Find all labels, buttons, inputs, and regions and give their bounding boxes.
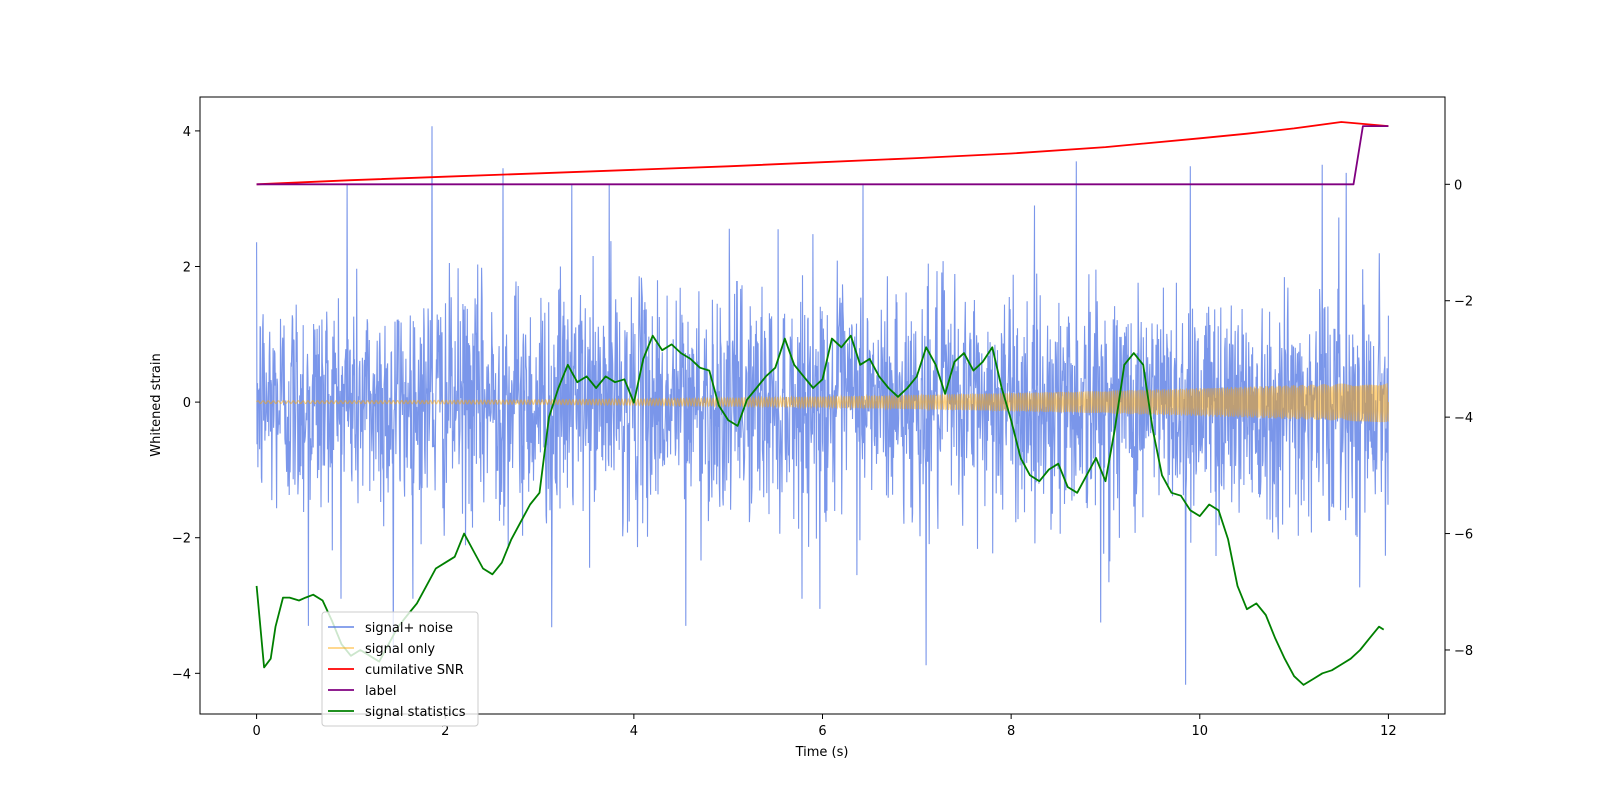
x-tick-label: 6 [818,724,826,739]
series-signal-noise [256,126,1389,685]
legend-entry-signal-noise: signal+ noise [365,621,453,636]
series-layer [255,121,1389,686]
legend-box [321,611,479,727]
y-left-tick-label: 4 [183,125,191,140]
y-right-tick-label: −2 [1454,295,1473,310]
y-right-tick-label: −4 [1454,411,1473,426]
y-right-tick-label: −8 [1454,644,1473,659]
y-left-tick-label: 2 [183,261,191,276]
x-tick-label: 0 [252,724,260,739]
series-signal-only [256,383,1389,423]
x-tick-label: 4 [630,724,638,739]
x-tick-label: 12 [1380,724,1397,739]
y-axis-left: −4 −2 0 2 4 [172,125,200,682]
x-axis-label: Time (s) [795,745,849,760]
y-right-tick-label: −6 [1454,528,1473,543]
series-cumilative-snr [256,121,1389,186]
x-tick-label: 10 [1191,724,1208,739]
legend-entry-signal-only: signal only [365,642,435,657]
x-tick-label: 2 [441,724,449,739]
legend-entry-label: label [365,684,396,699]
y-axis-right: −8 −6 −4 −2 0 [1445,178,1473,659]
legend-entry-signal-statistics: signal statistics [365,705,466,720]
y-left-tick-label: −2 [172,532,191,547]
y-right-tick-label: 0 [1454,178,1462,193]
legend: signal+ noise signal only cumilative SNR la… [321,611,479,727]
y-axis-label: Whitened strain [149,353,164,456]
legend-entry-cumilative-snr: cumilative SNR [365,663,464,678]
series-signal-statistics [255,334,1385,686]
x-tick-label: 8 [1007,724,1015,739]
y-left-tick-label: 0 [183,396,191,411]
series-label [256,125,1389,186]
y-left-tick-label: −4 [172,667,191,682]
